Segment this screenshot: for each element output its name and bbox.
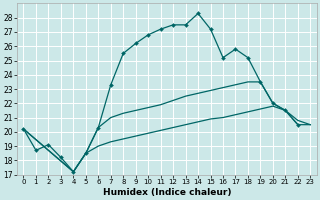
X-axis label: Humidex (Indice chaleur): Humidex (Indice chaleur) [103,188,231,197]
